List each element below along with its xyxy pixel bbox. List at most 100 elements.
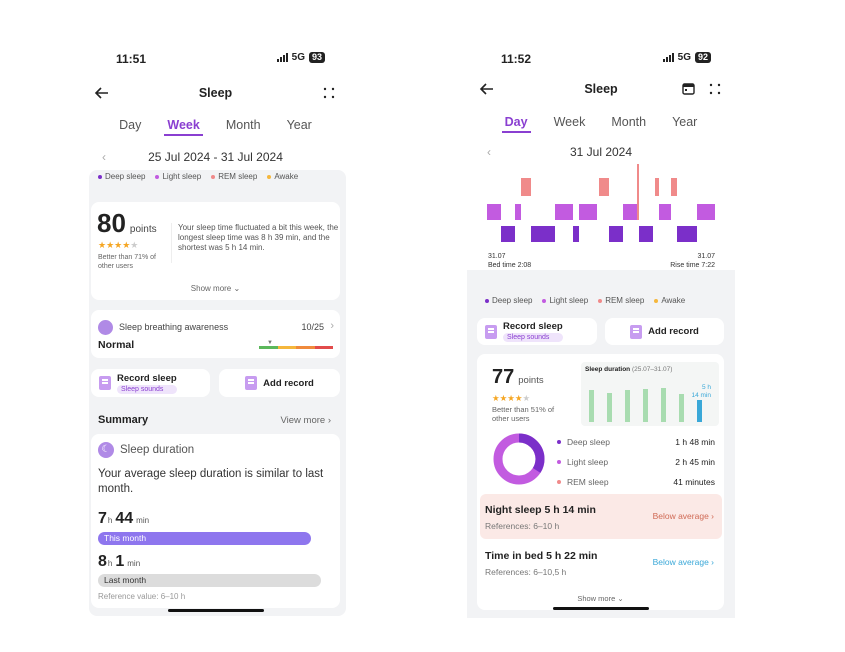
status-time: 11:52 (501, 52, 532, 66)
sleep-sounds-badge[interactable]: Sleep sounds (503, 333, 563, 342)
segment-light (555, 204, 573, 220)
night-sleep-title: Night sleep 5 h 14 min (485, 504, 596, 516)
breathing-title: Sleep breathing awareness (119, 322, 229, 332)
score-comparison: Better than 51% of other users (492, 405, 555, 423)
tab-day[interactable]: Day (501, 115, 531, 133)
reference-value: Reference value: 6–10 h (98, 592, 186, 601)
tab-day[interactable]: Day (119, 118, 142, 132)
mini-bars (589, 386, 714, 422)
duration-text: Your average sleep duration is similar t… (98, 468, 324, 495)
more-icon[interactable] (323, 87, 335, 99)
more-icon[interactable] (709, 83, 721, 95)
duration-title: Sleep duration (120, 444, 195, 456)
view-more-link[interactable]: View more › (280, 415, 331, 426)
chevron-down-icon: ⌄ (617, 594, 624, 603)
mini-bar (697, 400, 702, 422)
sleep-legend: Deep sleep Light sleep REM sleep Awake (98, 172, 298, 181)
score-unit: points (518, 375, 544, 386)
mini-bar (643, 388, 648, 422)
tab-year[interactable]: Year (286, 118, 312, 132)
mini-bar (679, 393, 684, 422)
score-card: 80 points ★★★★★ Better than 71% of other… (91, 202, 340, 300)
add-record-icon (245, 376, 258, 390)
segment-rem (637, 164, 639, 220)
mini-duration-chart[interactable]: Sleep duration (25.07–31.07) 5 h 14 min (581, 362, 719, 426)
record-sleep-label: Record sleep (503, 321, 563, 332)
breathing-status: Normal (98, 339, 135, 351)
header: Sleep (467, 78, 735, 100)
record-sleep-label: Record sleep (117, 372, 177, 384)
breathing-card[interactable]: Sleep breathing awareness 10/25 › Normal… (91, 310, 340, 358)
rise-time-label: 31.07 Rise time 7:22 (670, 253, 715, 269)
back-arrow-icon[interactable] (94, 85, 110, 101)
mini-bar (589, 389, 594, 422)
record-sleep-button[interactable]: Record sleep Sleep sounds (91, 369, 210, 397)
battery-icon: 93 (308, 52, 325, 63)
page-title: Sleep (198, 86, 233, 100)
night-sleep-row[interactable]: Night sleep 5 h 14 min References: 6–10 … (480, 494, 722, 539)
legend-deep: Deep sleep (485, 296, 532, 305)
time-in-bed-ref: References: 6–10,5 h (485, 567, 567, 577)
breakdown-row: REM sleep 41 minutes (557, 472, 715, 492)
tab-week[interactable]: Week (553, 115, 586, 129)
show-more-button[interactable]: Show more ⌄ (577, 594, 624, 603)
segment-deep (573, 226, 579, 242)
date-range: 25 Jul 2024 - 31 Jul 2024 (148, 150, 283, 164)
segment-light (487, 204, 501, 220)
add-record-icon (630, 324, 643, 339)
network-label: 5G (291, 52, 305, 63)
record-icon (485, 324, 497, 339)
breakdown-row: Deep sleep 1 h 48 min (557, 432, 715, 452)
add-record-button[interactable]: Add record (605, 318, 724, 345)
record-icon (99, 376, 111, 390)
score-comparison: Better than 71% of other users (98, 254, 156, 270)
breathing-icon (98, 320, 113, 335)
tab-year[interactable]: Year (672, 115, 698, 129)
status-time: 11:51 (116, 52, 147, 66)
home-indicator[interactable] (553, 607, 649, 610)
status-bar: 11:52 5G 92 (467, 52, 735, 70)
time-in-bed-title: Time in bed 5 h 22 min (485, 550, 598, 562)
legend-awake: Awake (267, 172, 298, 181)
add-record-button[interactable]: Add record (219, 369, 340, 397)
home-indicator[interactable] (167, 609, 264, 612)
show-more-button[interactable]: Show more ⌄ (190, 284, 241, 293)
segment-light (659, 204, 671, 220)
date-label: 31 Jul 2024 (569, 145, 633, 159)
legend-light: Light sleep (542, 296, 588, 305)
mini-bar (607, 393, 612, 422)
calendar-icon[interactable] (682, 82, 695, 95)
segment-deep (639, 226, 653, 242)
breathing-count: 10/25 (301, 322, 324, 332)
previous-day-icon[interactable]: ‹ (487, 145, 491, 159)
segment-deep (609, 226, 623, 242)
chevron-right-icon: › (330, 320, 334, 332)
right-phone-screen: 11:52 5G 92 Sleep Day Week Month Year ‹ … (467, 38, 735, 618)
segment-light (515, 204, 521, 220)
tab-month[interactable]: Month (611, 115, 647, 129)
period-tabs: Day Week Month Year (82, 118, 349, 136)
time-in-bed-row[interactable]: Time in bed 5 h 22 min References: 6–10,… (480, 544, 722, 589)
breathing-scale (259, 346, 333, 349)
add-record-label: Add record (263, 377, 314, 389)
previous-period-icon[interactable]: ‹ (102, 150, 106, 164)
left-phone-screen: 11:51 5G 93 Sleep Day Week Month Year ‹ … (82, 38, 349, 618)
time-in-bed-status: Below average › (652, 557, 714, 567)
mini-bar (661, 387, 666, 422)
summary-card: 77 points ★★★★★ Better than 51% of other… (477, 354, 724, 610)
segment-rem (671, 178, 677, 196)
moon-icon: ☾ (98, 442, 114, 458)
tab-month[interactable]: Month (225, 118, 261, 132)
score-unit: points (129, 224, 157, 235)
segment-deep (531, 226, 555, 242)
segment-rem (599, 178, 609, 196)
back-arrow-icon[interactable] (479, 81, 495, 97)
sleep-sounds-badge[interactable]: Sleep sounds (117, 384, 177, 394)
legend-deep: Deep sleep (98, 172, 145, 181)
tab-week[interactable]: Week (164, 118, 204, 136)
legend-light: Light sleep (155, 172, 201, 181)
record-sleep-button[interactable]: Record sleep Sleep sounds (477, 318, 597, 345)
segment-deep (677, 226, 697, 242)
